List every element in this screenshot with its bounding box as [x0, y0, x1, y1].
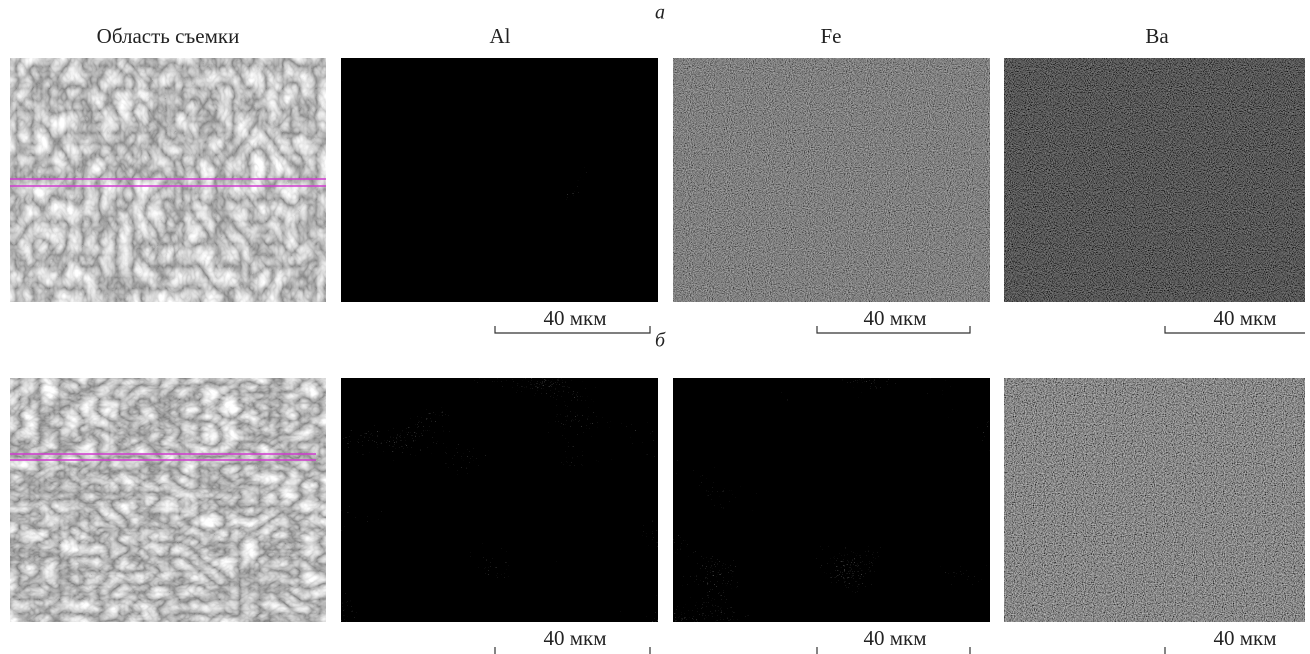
scale-label: 40 мкм: [863, 306, 926, 330]
column-header: Ba: [1145, 24, 1169, 48]
row-label: б: [655, 330, 666, 352]
sem-image: [10, 378, 326, 622]
map-image: [1004, 378, 1305, 622]
column-header: Fe: [821, 24, 842, 48]
scale-label: 40 мкм: [1213, 626, 1276, 650]
row-images: [10, 58, 1305, 302]
row-label: а: [655, 2, 665, 24]
figure: Область съемки Al Fe Ba а 40 мкм 40 мкм …: [0, 0, 1310, 654]
sem-image: [10, 58, 326, 302]
map-image: [1004, 58, 1305, 302]
column-header: Область съемки: [97, 24, 240, 48]
scale-bars: 40 мкм 40 мкм 40 мкм: [495, 306, 1305, 333]
scale-label: 40 мкм: [543, 626, 606, 650]
map-image: [341, 378, 658, 622]
scale-label: 40 мкм: [543, 306, 606, 330]
column-header: Al: [490, 24, 511, 48]
column-headers: Область съемки Al Fe Ba: [97, 24, 1170, 48]
scale-label: 40 мкм: [1213, 306, 1276, 330]
map-image: [673, 378, 990, 622]
scale-label: 40 мкм: [863, 626, 926, 650]
scale-bars: 40 мкм 40 мкм 40 мкм: [495, 626, 1277, 654]
row-images: [10, 378, 1305, 622]
map-image: [341, 58, 658, 302]
map-image: [673, 58, 990, 302]
